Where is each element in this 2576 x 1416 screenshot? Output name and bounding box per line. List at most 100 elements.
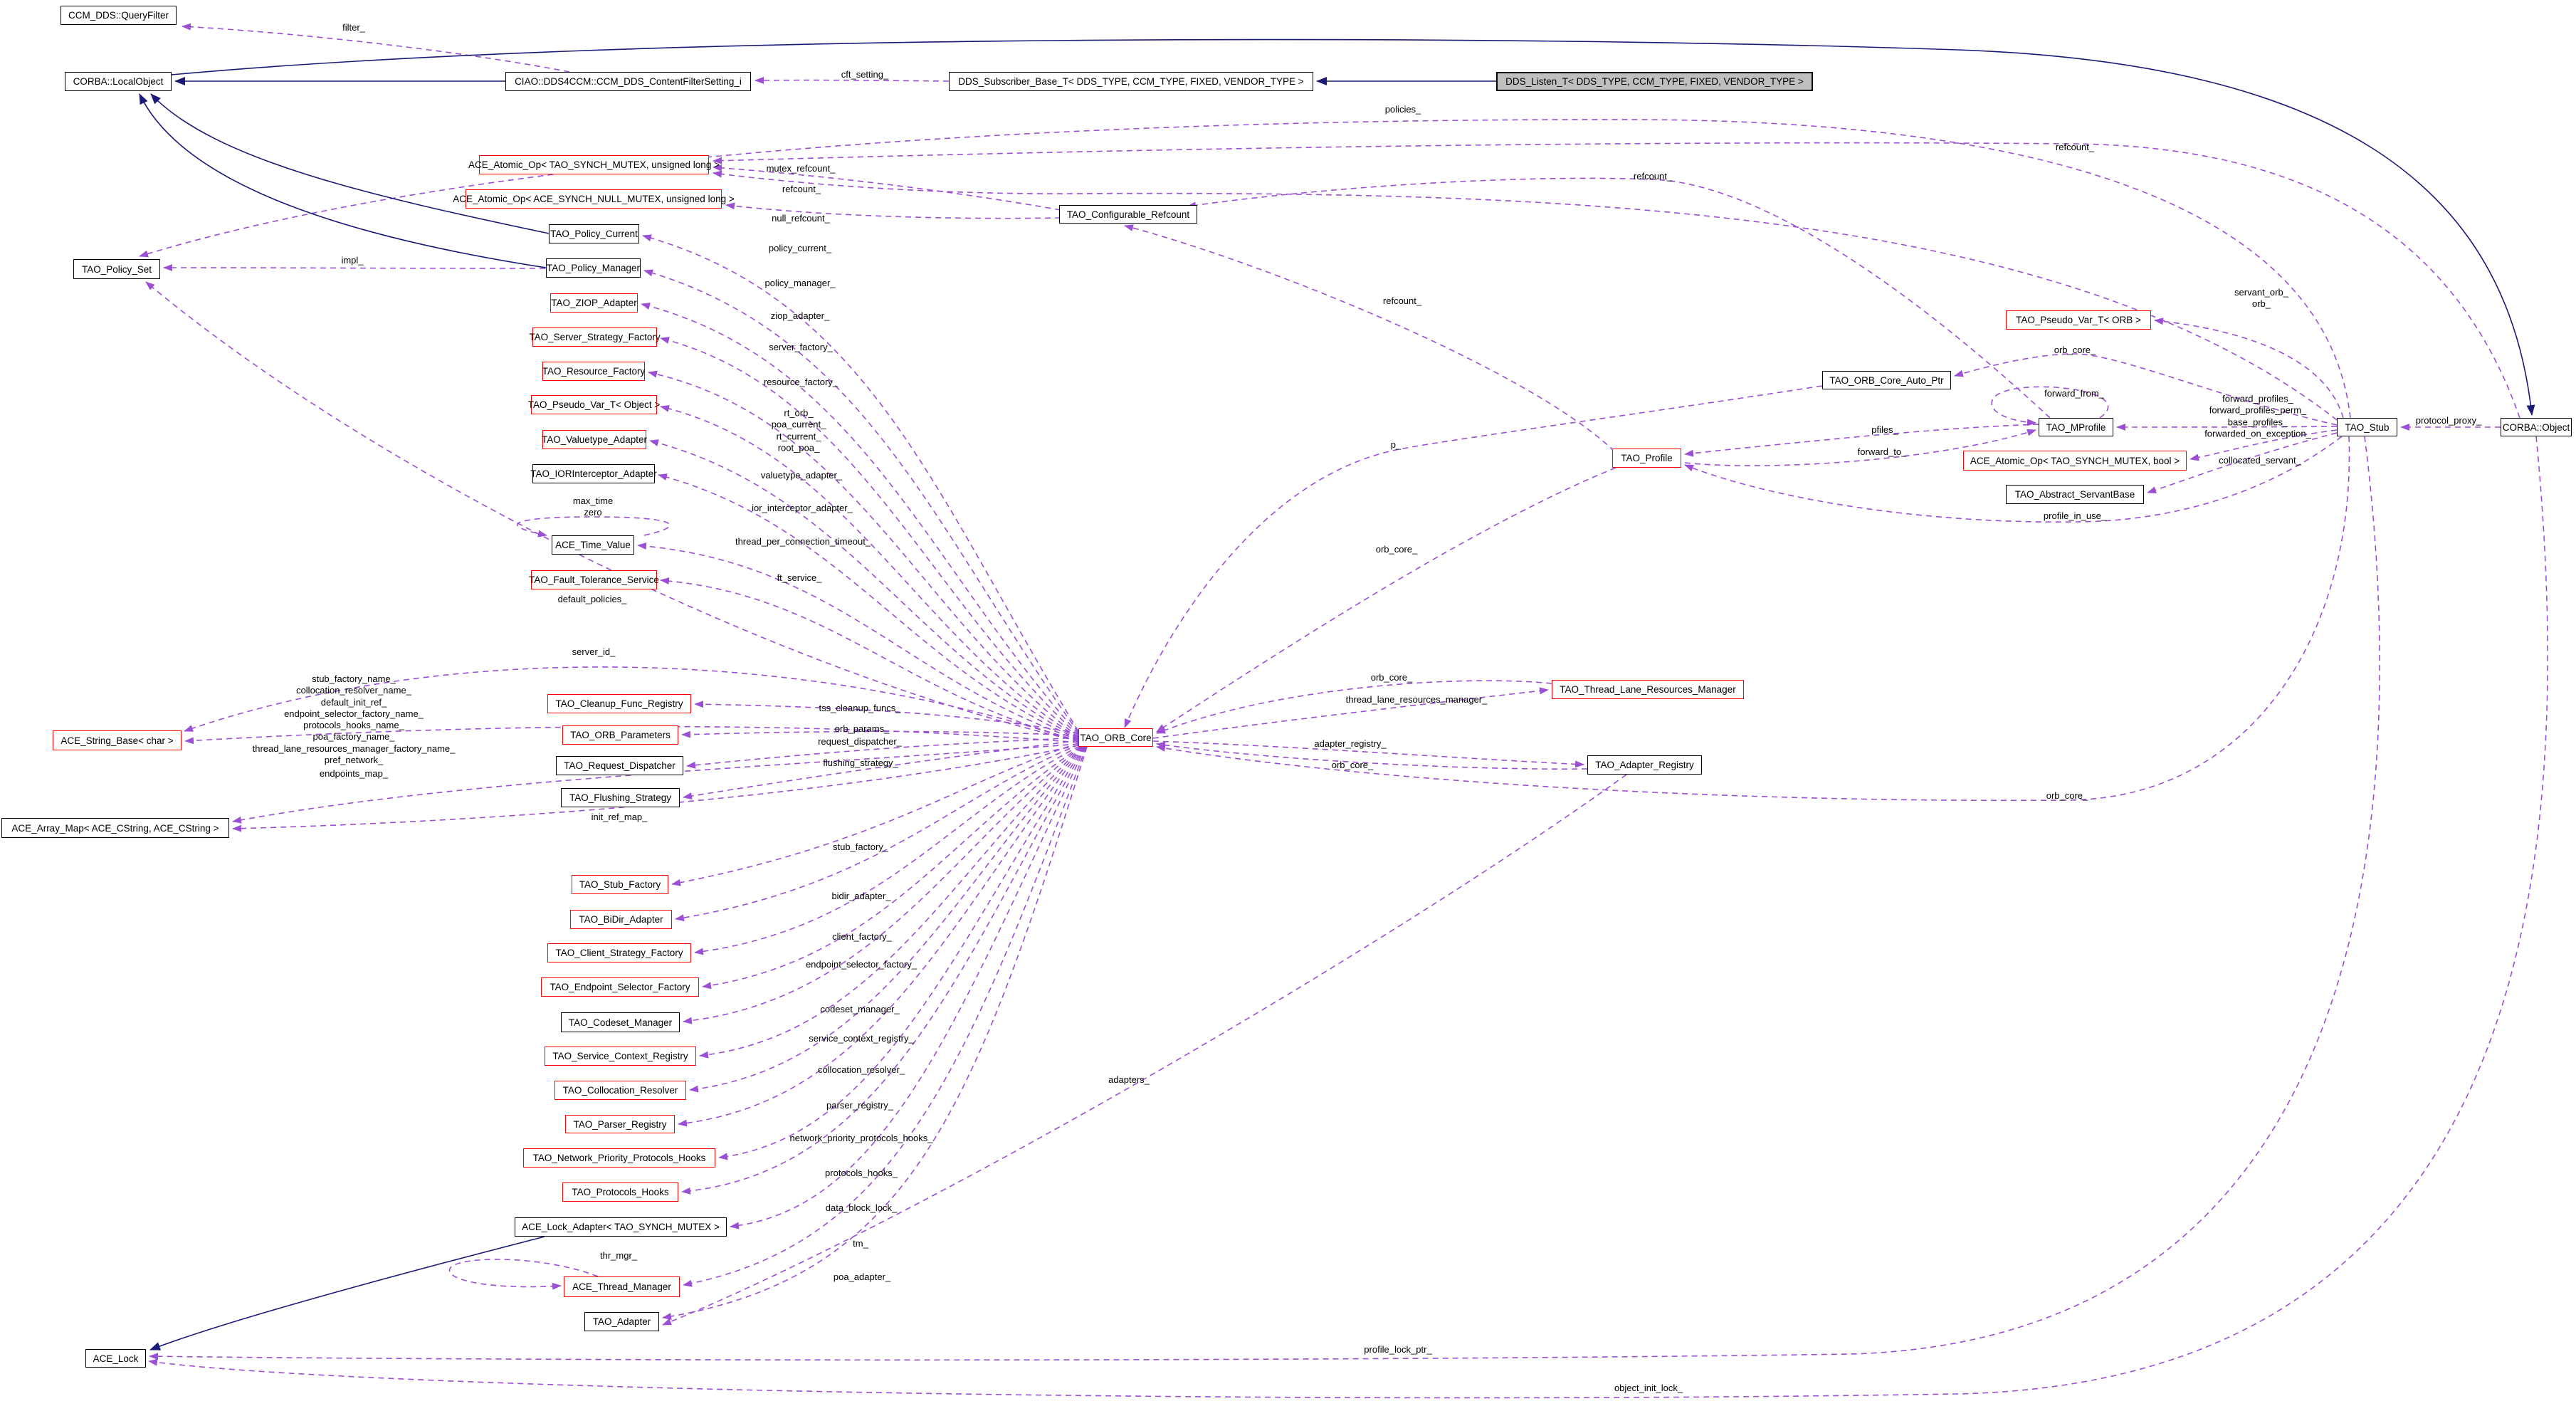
class-node-corba_object[interactable]: CORBA::Object <box>2501 418 2572 436</box>
class-node-mprofile[interactable]: TAO_MProfile <box>2039 418 2113 436</box>
usage-edge <box>683 740 1079 800</box>
usage-edge <box>660 337 1079 736</box>
usage-edge <box>2154 318 2344 419</box>
class-node-ace_array_map[interactable]: ACE_Array_Map< ACE_CString, ACE_CString … <box>1 818 229 838</box>
class-node-client_strategy[interactable]: TAO_Client_Strategy_Factory <box>547 943 691 963</box>
class-node-query_filter[interactable]: CCM_DDS::QueryFilter <box>61 6 177 25</box>
usage-edge <box>671 743 1079 886</box>
class-node-cleanup_func[interactable]: TAO_Cleanup_Func_Registry <box>547 694 691 713</box>
usage-edge <box>148 436 2548 1399</box>
class-node-policy_current[interactable]: TAO_Policy_Current <box>549 224 639 243</box>
inheritance-edge <box>139 93 547 268</box>
usage-edge <box>660 405 1079 738</box>
usage-edge <box>1152 687 1549 739</box>
usage-edge <box>448 1259 599 1290</box>
class-node-atomic_mutex_ulong[interactable]: ACE_Atomic_Op< TAO_SYNCH_MUTEX, unsigned… <box>468 155 720 174</box>
class-node-fault_tolerance[interactable]: TAO_Fault_Tolerance_Service <box>529 570 659 589</box>
usage-edge <box>1684 436 2343 523</box>
usage-edge <box>1156 680 1552 734</box>
inheritance-edge <box>150 93 550 234</box>
class-node-ace_time_value[interactable]: ACE_Time_Value <box>552 535 634 555</box>
class-node-atomic_null_ulong[interactable]: ACE_Atomic_Op< ACE_SYNCH_NULL_MUTEX, uns… <box>453 189 735 209</box>
usage-edge <box>139 119 2351 419</box>
usage-edge <box>1156 741 1588 770</box>
usage-edge <box>2147 432 2338 494</box>
class-node-local_object[interactable]: CORBA::LocalObject <box>65 72 172 91</box>
usage-edge <box>699 746 1083 1059</box>
class-node-tao_adapter[interactable]: TAO_Adapter <box>584 1312 659 1331</box>
usage-edge <box>232 745 1079 832</box>
inheritance-edge <box>171 38 2535 416</box>
class-node-configurable_refcount[interactable]: TAO_Configurable_Refcount <box>1059 205 1197 224</box>
class-node-abstract_servant[interactable]: TAO_Abstract_ServantBase <box>2006 485 2144 504</box>
class-node-orb_parameters[interactable]: TAO_ORB_Parameters <box>562 725 678 745</box>
usage-edge <box>1187 177 2051 419</box>
class-node-parser_registry[interactable]: TAO_Parser_Registry <box>565 1115 675 1133</box>
class-node-dds_subscriber[interactable]: DDS_Subscriber_Base_T< DDS_TYPE, CCM_TYP… <box>949 72 1313 91</box>
class-node-bidir_adapter[interactable]: TAO_BiDir_Adapter <box>570 910 672 929</box>
class-node-flushing_strategy[interactable]: TAO_Flushing_Strategy <box>561 788 680 807</box>
usage-edge <box>689 746 1083 1093</box>
usage-edge <box>2189 429 2338 461</box>
class-node-pseudo_var_orb[interactable]: TAO_Pseudo_Var_T< ORB > <box>2006 310 2151 330</box>
class-node-valuetype_adapter[interactable]: TAO_Valuetype_Adapter <box>542 430 647 449</box>
usage-edge <box>730 746 1086 1229</box>
class-node-policy_set[interactable]: TAO_Policy_Set <box>73 259 160 279</box>
usage-edge <box>637 542 1079 740</box>
usage-edge <box>713 164 1061 211</box>
class-node-stub_factory[interactable]: TAO_Stub_Factory <box>572 875 668 894</box>
class-node-thread_manager[interactable]: ACE_Thread_Manager <box>564 1276 680 1297</box>
usage-edge <box>694 745 1081 955</box>
class-node-endpoint_selector[interactable]: TAO_Endpoint_Selector_Factory <box>541 977 699 997</box>
usage-edge <box>713 142 2520 419</box>
usage-edge <box>755 76 950 84</box>
usage-edge <box>232 743 1079 824</box>
usage-edge <box>149 436 2380 1361</box>
usage-edge <box>713 170 2338 421</box>
usage-edge <box>1156 436 2350 802</box>
usage-edge <box>1954 353 2338 426</box>
class-node-tlrm[interactable]: TAO_Thread_Lane_Resources_Manager <box>1552 680 1744 699</box>
usage-edge <box>725 202 1061 219</box>
class-node-resource_factory[interactable]: TAO_Resource_Factory <box>542 362 645 381</box>
class-node-atomic_bool[interactable]: ACE_Atomic_Op< TAO_SYNCH_MUTEX, bool > <box>1963 451 2187 471</box>
class-node-orb_core[interactable]: TAO_ORB_Core <box>1078 728 1153 747</box>
class-node-ziop_adapter[interactable]: TAO_ZIOP_Adapter <box>550 293 638 313</box>
usage-edge <box>683 746 1082 1024</box>
class-node-lock_adapter[interactable]: ACE_Lock_Adapter< TAO_SYNCH_MUTEX > <box>515 1217 727 1237</box>
class-node-collocation_resolver[interactable]: TAO_Collocation_Resolver <box>554 1081 686 1100</box>
usage-edge <box>683 746 1087 1287</box>
class-node-network_priority[interactable]: TAO_Network_Priority_Protocols_Hooks <box>523 1148 715 1168</box>
class-node-dds_listen: DDS_Listen_T< DDS_TYPE, CCM_TYPE, FIXED,… <box>1496 72 1813 91</box>
class-node-policy_manager[interactable]: TAO_Policy_Manager <box>546 258 641 278</box>
usage-edge <box>686 737 1079 769</box>
usage-edge <box>643 269 1079 733</box>
class-node-codeset_manager[interactable]: TAO_Codeset_Manager <box>561 1012 680 1032</box>
class-node-server_strategy[interactable]: TAO_Server_Strategy_Factory <box>529 327 661 347</box>
class-node-pseudo_var_object[interactable]: TAO_Pseudo_Var_T< Object > <box>528 395 660 414</box>
usage-edge <box>681 730 1079 738</box>
usage-edge <box>718 746 1085 1160</box>
class-node-request_dispatcher[interactable]: TAO_Request_Dispatcher <box>556 756 683 775</box>
usage-edge <box>642 234 1079 732</box>
usage-edge <box>648 370 1079 738</box>
inheritance-edge <box>149 1236 545 1351</box>
class-node-ace_lock[interactable]: ACE_Lock <box>85 1349 146 1368</box>
usage-edge <box>658 473 1079 740</box>
class-node-tao_profile[interactable]: TAO_Profile <box>1612 449 1681 468</box>
class-node-ior_interceptor[interactable]: TAO_IORInterceptor_Adapter <box>530 464 657 483</box>
usage-edge <box>662 746 1088 1320</box>
usage-edge <box>649 439 1079 739</box>
usage-edge <box>678 746 1084 1127</box>
class-node-ace_string_base[interactable]: ACE_String_Base< char > <box>53 730 182 750</box>
class-node-service_context[interactable]: TAO_Service_Context_Registry <box>545 1047 696 1066</box>
class-node-content_filter[interactable]: CIAO::DDS4CCM::CCM_DDS_ContentFilterSett… <box>505 72 751 91</box>
class-node-adapter_registry[interactable]: TAO_Adapter_Registry <box>1587 755 1702 775</box>
class-node-protocols_hooks[interactable]: TAO_Protocols_Hooks <box>562 1182 678 1202</box>
class-node-tao_stub[interactable]: TAO_Stub <box>2337 418 2397 436</box>
class-node-orb_core_auto_ptr[interactable]: TAO_ORB_Core_Auto_Ptr <box>1822 371 1951 389</box>
usage-edge <box>1124 224 1615 452</box>
usage-edge <box>517 516 671 537</box>
